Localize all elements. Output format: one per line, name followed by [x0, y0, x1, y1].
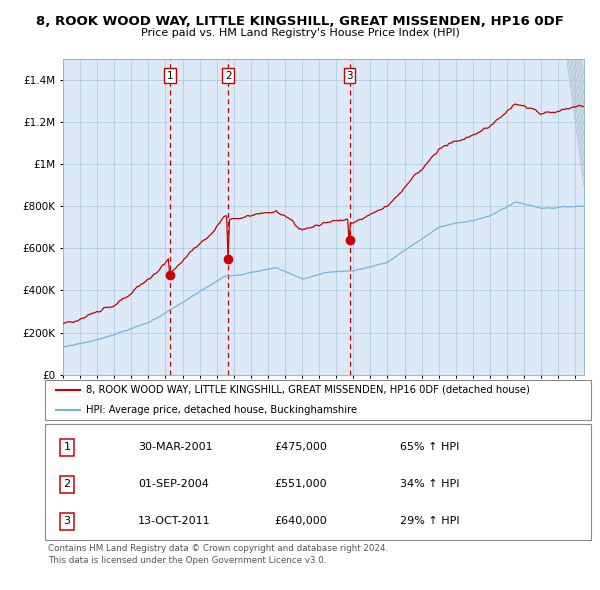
Text: This data is licensed under the Open Government Licence v3.0.: This data is licensed under the Open Gov… [48, 556, 326, 565]
Text: 2: 2 [63, 479, 70, 489]
Text: 29% ↑ HPI: 29% ↑ HPI [400, 516, 460, 526]
Text: 65% ↑ HPI: 65% ↑ HPI [400, 442, 459, 453]
Text: 34% ↑ HPI: 34% ↑ HPI [400, 479, 460, 489]
Text: 1: 1 [166, 71, 173, 81]
Text: 8, ROOK WOOD WAY, LITTLE KINGSHILL, GREAT MISSENDEN, HP16 0DF (detached house): 8, ROOK WOOD WAY, LITTLE KINGSHILL, GREA… [86, 385, 530, 395]
Text: Price paid vs. HM Land Registry's House Price Index (HPI): Price paid vs. HM Land Registry's House … [140, 28, 460, 38]
Text: HPI: Average price, detached house, Buckinghamshire: HPI: Average price, detached house, Buck… [86, 405, 357, 415]
Text: 01-SEP-2004: 01-SEP-2004 [138, 479, 209, 489]
Text: 2: 2 [225, 71, 232, 81]
Text: £640,000: £640,000 [274, 516, 327, 526]
Text: £551,000: £551,000 [274, 479, 327, 489]
Text: 1: 1 [64, 442, 70, 453]
Text: 8, ROOK WOOD WAY, LITTLE KINGSHILL, GREAT MISSENDEN, HP16 0DF: 8, ROOK WOOD WAY, LITTLE KINGSHILL, GREA… [36, 15, 564, 28]
Text: 30-MAR-2001: 30-MAR-2001 [138, 442, 212, 453]
Text: 13-OCT-2011: 13-OCT-2011 [138, 516, 211, 526]
Text: 3: 3 [64, 516, 70, 526]
Text: Contains HM Land Registry data © Crown copyright and database right 2024.: Contains HM Land Registry data © Crown c… [48, 544, 388, 553]
Text: £475,000: £475,000 [274, 442, 327, 453]
Text: 3: 3 [346, 71, 353, 81]
